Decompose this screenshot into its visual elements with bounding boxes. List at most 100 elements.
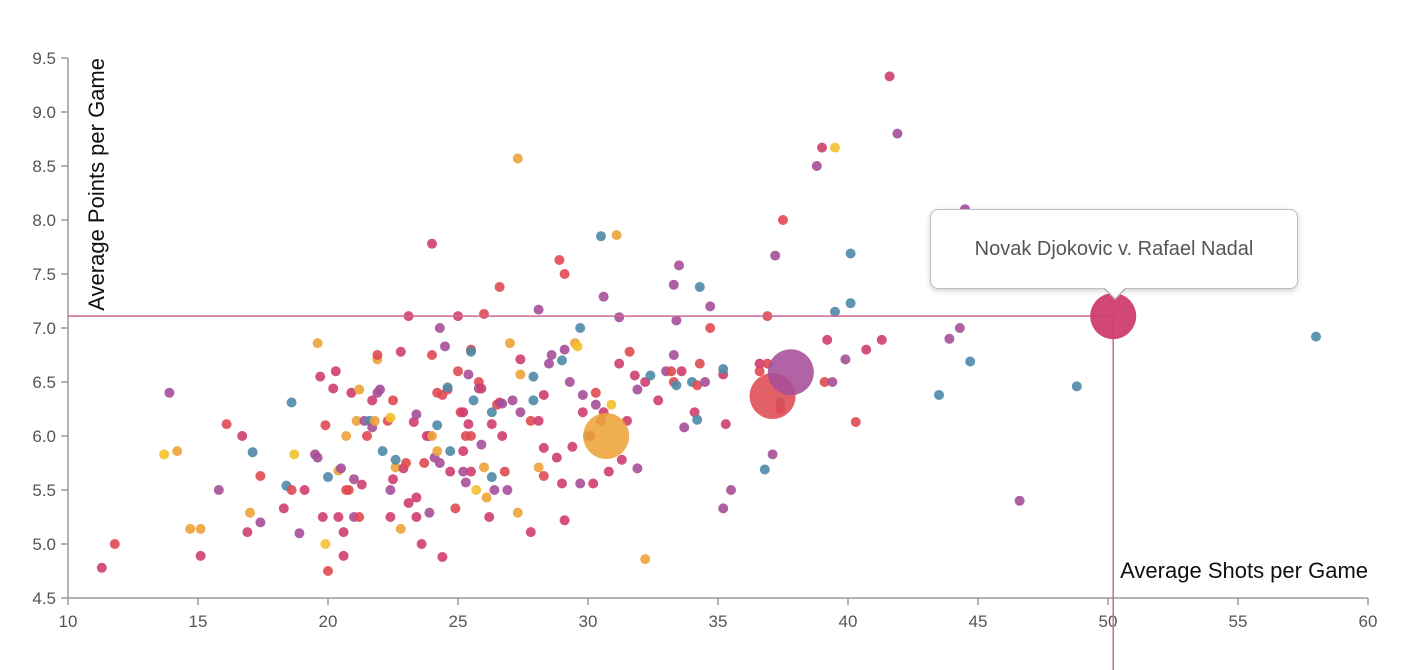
scatter-point[interactable] (323, 566, 333, 576)
scatter-point[interactable] (312, 452, 323, 463)
scatter-point[interactable] (367, 395, 378, 406)
scatter-point[interactable] (666, 366, 677, 377)
scatter-point[interactable] (245, 507, 255, 518)
scatter-point[interactable] (328, 383, 339, 394)
scatter-point[interactable] (317, 512, 328, 522)
scatter-point[interactable] (819, 377, 830, 387)
scatter-point[interactable] (320, 420, 331, 431)
scatter-point[interactable] (450, 503, 461, 514)
scatter-point[interactable] (754, 358, 765, 369)
scatter-point[interactable] (338, 550, 349, 561)
scatter-point[interactable] (629, 370, 640, 381)
scatter-point[interactable] (356, 479, 367, 490)
scatter-point[interactable] (840, 354, 851, 365)
scatter-point[interactable] (458, 407, 469, 418)
scatter-point[interactable] (388, 395, 398, 406)
scatter-point[interactable] (694, 281, 705, 292)
scatter-point[interactable] (512, 153, 523, 164)
scatter-point[interactable] (557, 478, 567, 489)
scatter-point[interactable] (538, 389, 549, 400)
scatter-point[interactable] (559, 344, 570, 355)
scatter-point[interactable] (759, 464, 770, 475)
scatter-point[interactable] (213, 485, 224, 495)
scatter-point[interactable] (323, 472, 333, 483)
scatter-point[interactable] (341, 431, 352, 441)
scatter-point[interactable] (554, 254, 565, 265)
scatter-point[interactable] (354, 384, 365, 395)
scatter-point[interactable] (411, 492, 422, 503)
scatter-point[interactable] (476, 439, 487, 450)
scatter-point[interactable] (286, 485, 297, 495)
scatter-point[interactable] (481, 492, 492, 503)
scatter-point[interactable] (624, 346, 635, 357)
scatter-point[interactable] (466, 431, 476, 441)
scatter-point[interactable] (388, 474, 398, 485)
scatter-point[interactable] (195, 550, 206, 561)
scatter-point[interactable] (312, 338, 323, 349)
scatter-point[interactable] (572, 341, 583, 352)
scatter-point[interactable] (437, 551, 448, 562)
scatter-point[interactable] (588, 478, 599, 489)
scatter-point[interactable] (424, 507, 435, 518)
scatter-point[interactable] (385, 412, 396, 423)
scatter-point[interactable] (538, 442, 549, 453)
scatter-point[interactable] (395, 523, 406, 534)
scatter-point[interactable] (632, 384, 643, 395)
scatter-point[interactable] (385, 512, 396, 522)
scatter-point[interactable] (507, 395, 518, 406)
scatter-point[interactable] (497, 398, 508, 409)
scatter-point[interactable] (538, 470, 549, 481)
scatter-point[interactable] (502, 485, 513, 495)
scatter-point[interactable] (255, 517, 266, 528)
scatter-point[interactable] (822, 334, 833, 345)
scatter-point[interactable] (377, 446, 388, 457)
scatter-point[interactable] (479, 308, 489, 319)
scatter-point[interactable] (827, 377, 838, 387)
scatter-point[interactable] (247, 447, 258, 458)
scatter-point[interactable] (463, 369, 474, 380)
scatter-point[interactable] (934, 389, 944, 400)
scatter-point[interactable] (497, 431, 508, 441)
scatter-point[interactable] (172, 446, 183, 457)
scatter-point[interactable] (484, 512, 495, 522)
scatter-point[interactable] (705, 323, 716, 333)
scatter-point[interactable] (237, 431, 248, 441)
scatter-point[interactable] (577, 407, 588, 418)
scatter-point[interactable] (640, 554, 651, 565)
scatter-point[interactable] (679, 422, 690, 433)
scatter-point[interactable] (354, 512, 365, 522)
scatter-point[interactable] (515, 369, 526, 380)
scatter-point[interactable] (850, 416, 861, 427)
scatter-point[interactable] (471, 485, 482, 495)
scatter-point[interactable] (692, 380, 703, 391)
scatter-point[interactable] (770, 250, 781, 261)
scatter-point[interactable] (408, 416, 419, 427)
scatter-point[interactable] (486, 419, 497, 430)
scatter-point[interactable] (575, 323, 586, 333)
scatter-point[interactable] (221, 419, 232, 430)
scatter-point[interactable] (195, 523, 206, 534)
scatter-point[interactable] (590, 387, 601, 398)
scatter-point[interactable] (333, 512, 344, 522)
scatter-point[interactable] (718, 364, 729, 375)
scatter-point[interactable] (434, 458, 445, 468)
scatter-point[interactable] (515, 354, 526, 365)
scatter-point[interactable] (499, 466, 510, 477)
scatter-point[interactable] (242, 527, 253, 538)
scatter-point[interactable] (567, 441, 578, 452)
scatter-point[interactable] (390, 454, 401, 465)
scatter-point[interactable] (255, 470, 266, 481)
scatter-point[interactable] (528, 395, 539, 406)
scatter-point[interactable] (876, 334, 887, 345)
scatter-point[interactable] (411, 512, 422, 522)
scatter-point[interactable] (343, 485, 354, 495)
scatter-point[interactable] (336, 463, 346, 474)
scatter-point[interactable] (338, 527, 349, 538)
scatter-point[interactable] (577, 389, 588, 400)
scatter-point[interactable] (432, 420, 443, 431)
scatter-point[interactable] (533, 462, 544, 473)
scatter-point[interactable] (767, 449, 778, 460)
scatter-point[interactable] (1014, 495, 1025, 506)
scatter-point[interactable] (486, 472, 497, 483)
highlighted-point[interactable] (1090, 293, 1137, 340)
